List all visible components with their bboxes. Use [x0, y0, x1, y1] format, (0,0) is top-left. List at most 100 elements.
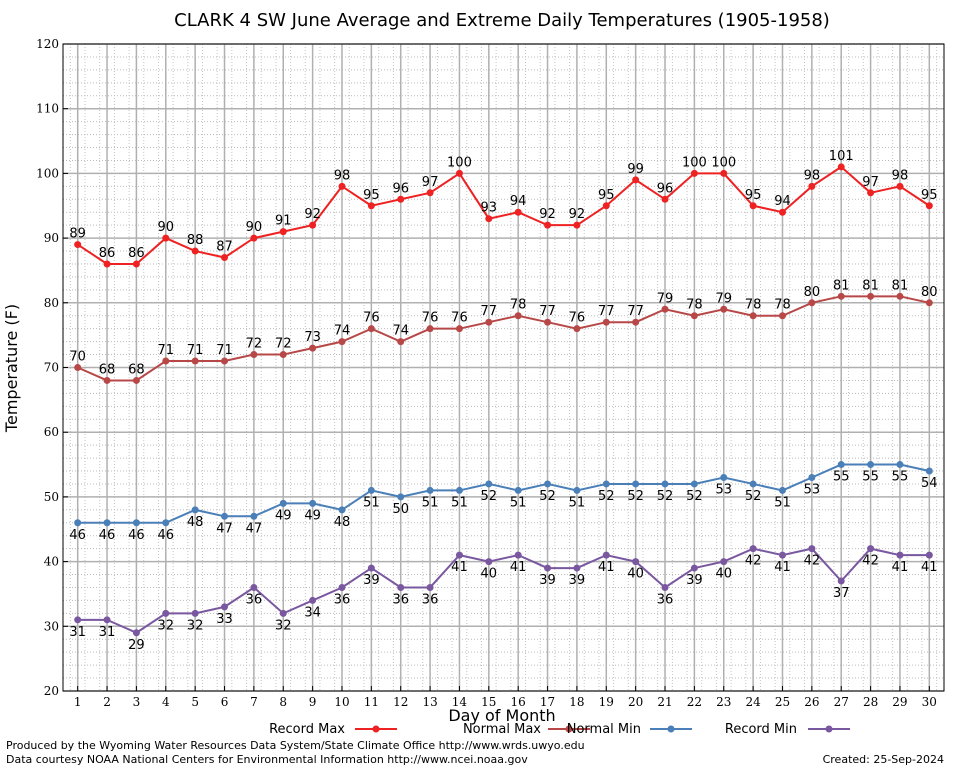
data-point-record-min — [367, 564, 375, 572]
data-point-record-min — [602, 551, 610, 559]
data-label-normal-max: 70 — [69, 350, 86, 365]
x-tick-label: 17 — [540, 695, 555, 709]
data-point-record-max — [837, 163, 845, 171]
data-label-normal-min: 55 — [833, 470, 850, 485]
data-label-normal-max: 80 — [804, 285, 821, 300]
y-tick-label: 90 — [44, 231, 59, 245]
y-tick-label: 110 — [36, 102, 59, 116]
data-point-record-min — [309, 596, 317, 604]
data-point-normal-min — [74, 519, 82, 527]
data-point-record-max — [162, 234, 170, 242]
data-label-normal-min: 51 — [774, 495, 791, 510]
series-line-record-max — [77, 165, 930, 265]
data-point-normal-min — [720, 473, 728, 481]
data-label-normal-max: 78 — [510, 298, 527, 313]
y-tick-label: 70 — [44, 361, 59, 375]
data-label-record-min: 32 — [187, 618, 204, 633]
data-point-normal-min — [544, 480, 552, 488]
data-label-normal-min: 52 — [686, 489, 703, 504]
data-point-normal-max — [162, 357, 170, 365]
data-label-normal-max: 76 — [422, 311, 439, 326]
data-point-record-max — [397, 195, 405, 203]
data-label-record-min: 41 — [510, 560, 527, 575]
data-label-normal-min: 50 — [392, 502, 409, 517]
data-label-normal-max: 71 — [216, 343, 233, 358]
data-point-normal-max — [896, 292, 904, 300]
data-point-record-max — [544, 221, 552, 229]
data-point-normal-min — [632, 480, 640, 488]
data-point-normal-max — [544, 318, 552, 326]
data-point-record-max — [632, 176, 640, 184]
data-label-normal-max: 79 — [657, 291, 674, 306]
data-label-normal-max: 71 — [158, 343, 175, 358]
data-point-record-min — [397, 583, 405, 591]
data-label-record-min: 29 — [128, 638, 145, 653]
data-label-normal-max: 77 — [627, 304, 644, 319]
data-label-record-max: 95 — [921, 188, 938, 203]
data-point-normal-max — [279, 351, 287, 359]
data-label-normal-min: 53 — [715, 482, 732, 497]
data-label-normal-min: 51 — [363, 495, 380, 510]
legend-swatch-marker-record-max — [372, 725, 380, 733]
data-label-normal-min: 54 — [921, 476, 938, 491]
x-tick-label: 9 — [309, 695, 317, 709]
data-point-normal-max — [309, 344, 317, 352]
data-point-record-min — [132, 629, 140, 637]
data-point-normal-max — [191, 357, 199, 365]
data-label-record-min: 32 — [158, 618, 175, 633]
x-axis-title: Day of Month — [448, 706, 555, 725]
data-point-record-max — [426, 189, 434, 197]
data-label-record-min: 40 — [481, 567, 498, 582]
data-point-normal-min — [455, 486, 463, 494]
data-point-record-min — [485, 558, 493, 566]
data-label-record-min: 41 — [921, 560, 938, 575]
data-label-normal-max: 76 — [569, 311, 586, 326]
legend-item-normal-max: Normal Max — [463, 722, 590, 737]
x-tick-label: 19 — [599, 695, 614, 709]
data-point-normal-max — [250, 351, 258, 359]
data-label-record-max: 99 — [627, 162, 644, 177]
data-label-record-min: 40 — [627, 567, 644, 582]
y-axis-ticks: 20 30 40 50 60 70 80 90 100 110 120 — [36, 37, 68, 698]
data-point-normal-min — [837, 461, 845, 469]
data-label-normal-min: 55 — [862, 470, 879, 485]
data-point-normal-min — [867, 461, 875, 469]
data-point-record-max — [602, 202, 610, 210]
data-point-normal-min — [367, 486, 375, 494]
legend: Record Max Normal Max Normal Min Record Min — [269, 722, 850, 737]
data-label-record-max: 87 — [216, 240, 233, 255]
y-tick-label: 40 — [44, 555, 59, 569]
data-point-normal-max — [221, 357, 229, 365]
x-tick-label: 2 — [103, 695, 111, 709]
data-label-record-min: 41 — [598, 560, 615, 575]
x-tick-label: 16 — [511, 695, 526, 709]
data-point-normal-min — [103, 519, 111, 527]
data-label-normal-max: 77 — [598, 304, 615, 319]
x-tick-label: 28 — [863, 695, 878, 709]
data-label-normal-min: 46 — [158, 528, 175, 543]
data-point-normal-max — [867, 292, 875, 300]
data-label-normal-max: 78 — [774, 298, 791, 313]
footer-produced-by: Produced by the Wyoming Water Resources … — [6, 739, 585, 752]
data-point-normal-max — [778, 312, 786, 320]
chart-title: CLARK 4 SW June Average and Extreme Dail… — [174, 10, 830, 31]
data-label-record-max: 100 — [682, 155, 707, 170]
data-label-record-min: 37 — [833, 586, 850, 601]
data-point-record-max — [749, 202, 757, 210]
data-label-normal-min: 52 — [745, 489, 762, 504]
data-point-record-max — [778, 208, 786, 216]
data-label-normal-min: 47 — [216, 521, 233, 536]
data-label-record-min: 41 — [892, 560, 909, 575]
data-point-normal-min — [778, 486, 786, 494]
data-label-record-min: 42 — [804, 554, 821, 569]
data-label-record-min: 41 — [774, 560, 791, 575]
data-point-normal-max — [132, 376, 140, 384]
data-label-record-min: 39 — [686, 573, 703, 588]
data-point-record-min — [573, 564, 581, 572]
x-tick-label: 14 — [452, 695, 468, 709]
data-label-record-max: 98 — [892, 168, 909, 183]
data-point-record-min — [720, 558, 728, 566]
data-point-record-max — [250, 234, 258, 242]
data-label-record-max: 86 — [128, 246, 145, 261]
